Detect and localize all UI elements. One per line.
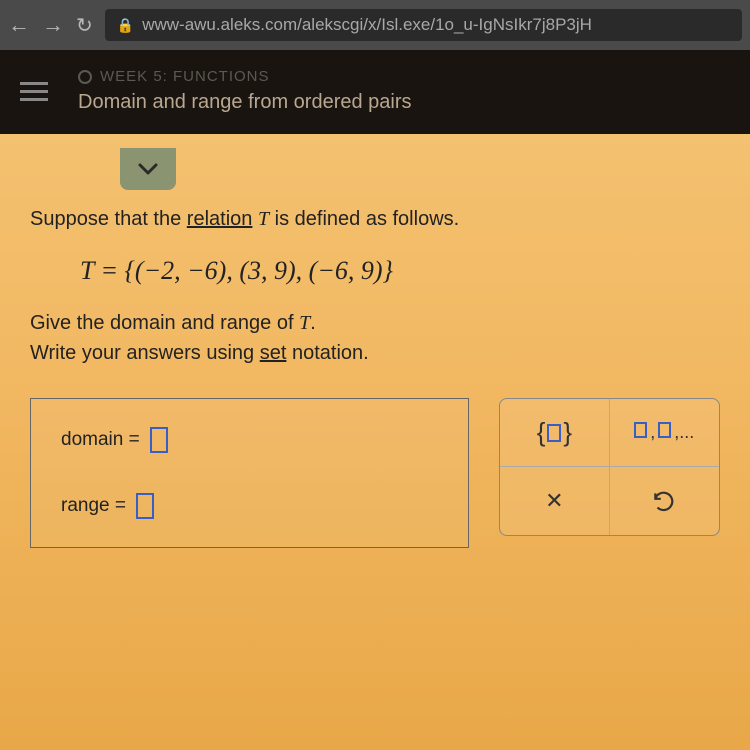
progress-circle-icon [78,70,92,84]
page-header: WEEK 5: FUNCTIONS Domain and range from … [0,50,750,134]
range-label: range = [61,495,126,517]
equation-display: T = {(−2, −6), (3, 9), (−6, 9)} [80,256,720,286]
forward-button[interactable]: → [42,12,64,38]
range-row: range = [61,493,438,519]
answer-area: domain = range = {} ,,... ✕ [30,398,720,548]
relation-link[interactable]: relation [187,208,253,230]
instructions: Give the domain and range of T. Write yo… [30,308,720,368]
domain-input[interactable] [150,427,168,453]
clear-button[interactable]: ✕ [500,467,609,535]
header-titles: WEEK 5: FUNCTIONS Domain and range from … [78,68,412,114]
domain-row: domain = [61,427,438,453]
undo-icon [651,488,677,514]
topic-title: Domain and range from ordered pairs [78,91,412,114]
sequence-button[interactable]: ,,... [610,399,719,467]
lock-icon: 🔒 [117,17,134,34]
undo-button[interactable] [610,467,719,535]
range-input[interactable] [136,493,154,519]
week-text: WEEK 5: FUNCTIONS [100,68,270,85]
braces-icon: {} [537,417,572,448]
tool-panel: {} ,,... ✕ [499,398,720,536]
back-button[interactable]: ← [8,12,30,38]
url-bar[interactable]: 🔒 www-awu.aleks.com/alekscgi/x/Isl.exe/1… [105,9,742,41]
chevron-down-icon [136,157,160,181]
browser-toolbar: ← → ↻ 🔒 www-awu.aleks.com/alekscgi/x/Isl… [0,0,750,50]
reload-button[interactable]: ↻ [76,13,93,38]
expand-tab[interactable] [120,148,176,190]
menu-button[interactable] [20,82,48,101]
sequence-icon: ,,... [634,422,694,443]
week-label: WEEK 5: FUNCTIONS [78,68,412,85]
x-icon: ✕ [545,488,563,514]
set-link[interactable]: set [260,342,287,364]
domain-label: domain = [61,429,140,451]
problem-prompt: Suppose that the relation T is defined a… [30,204,720,234]
answer-box: domain = range = [30,398,469,548]
set-braces-button[interactable]: {} [500,399,609,467]
problem-content: Suppose that the relation T is defined a… [0,134,750,568]
url-text: www-awu.aleks.com/alekscgi/x/Isl.exe/1o_… [142,15,592,35]
